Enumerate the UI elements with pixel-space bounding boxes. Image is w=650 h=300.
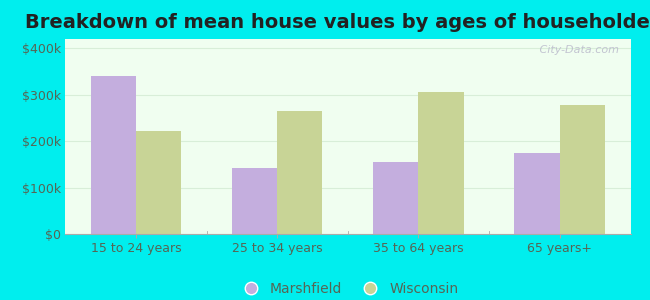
Bar <box>136 131 181 234</box>
Text: City-Data.com: City-Data.com <box>536 45 619 55</box>
Bar <box>514 153 560 234</box>
Legend: Marshfield, Wisconsin: Marshfield, Wisconsin <box>231 276 464 300</box>
Bar <box>560 105 604 234</box>
Bar <box>91 76 136 234</box>
Bar <box>232 168 277 234</box>
Bar <box>277 111 322 234</box>
Bar <box>419 92 463 234</box>
Title: Breakdown of mean house values by ages of householders: Breakdown of mean house values by ages o… <box>25 13 650 32</box>
Bar <box>373 162 419 234</box>
